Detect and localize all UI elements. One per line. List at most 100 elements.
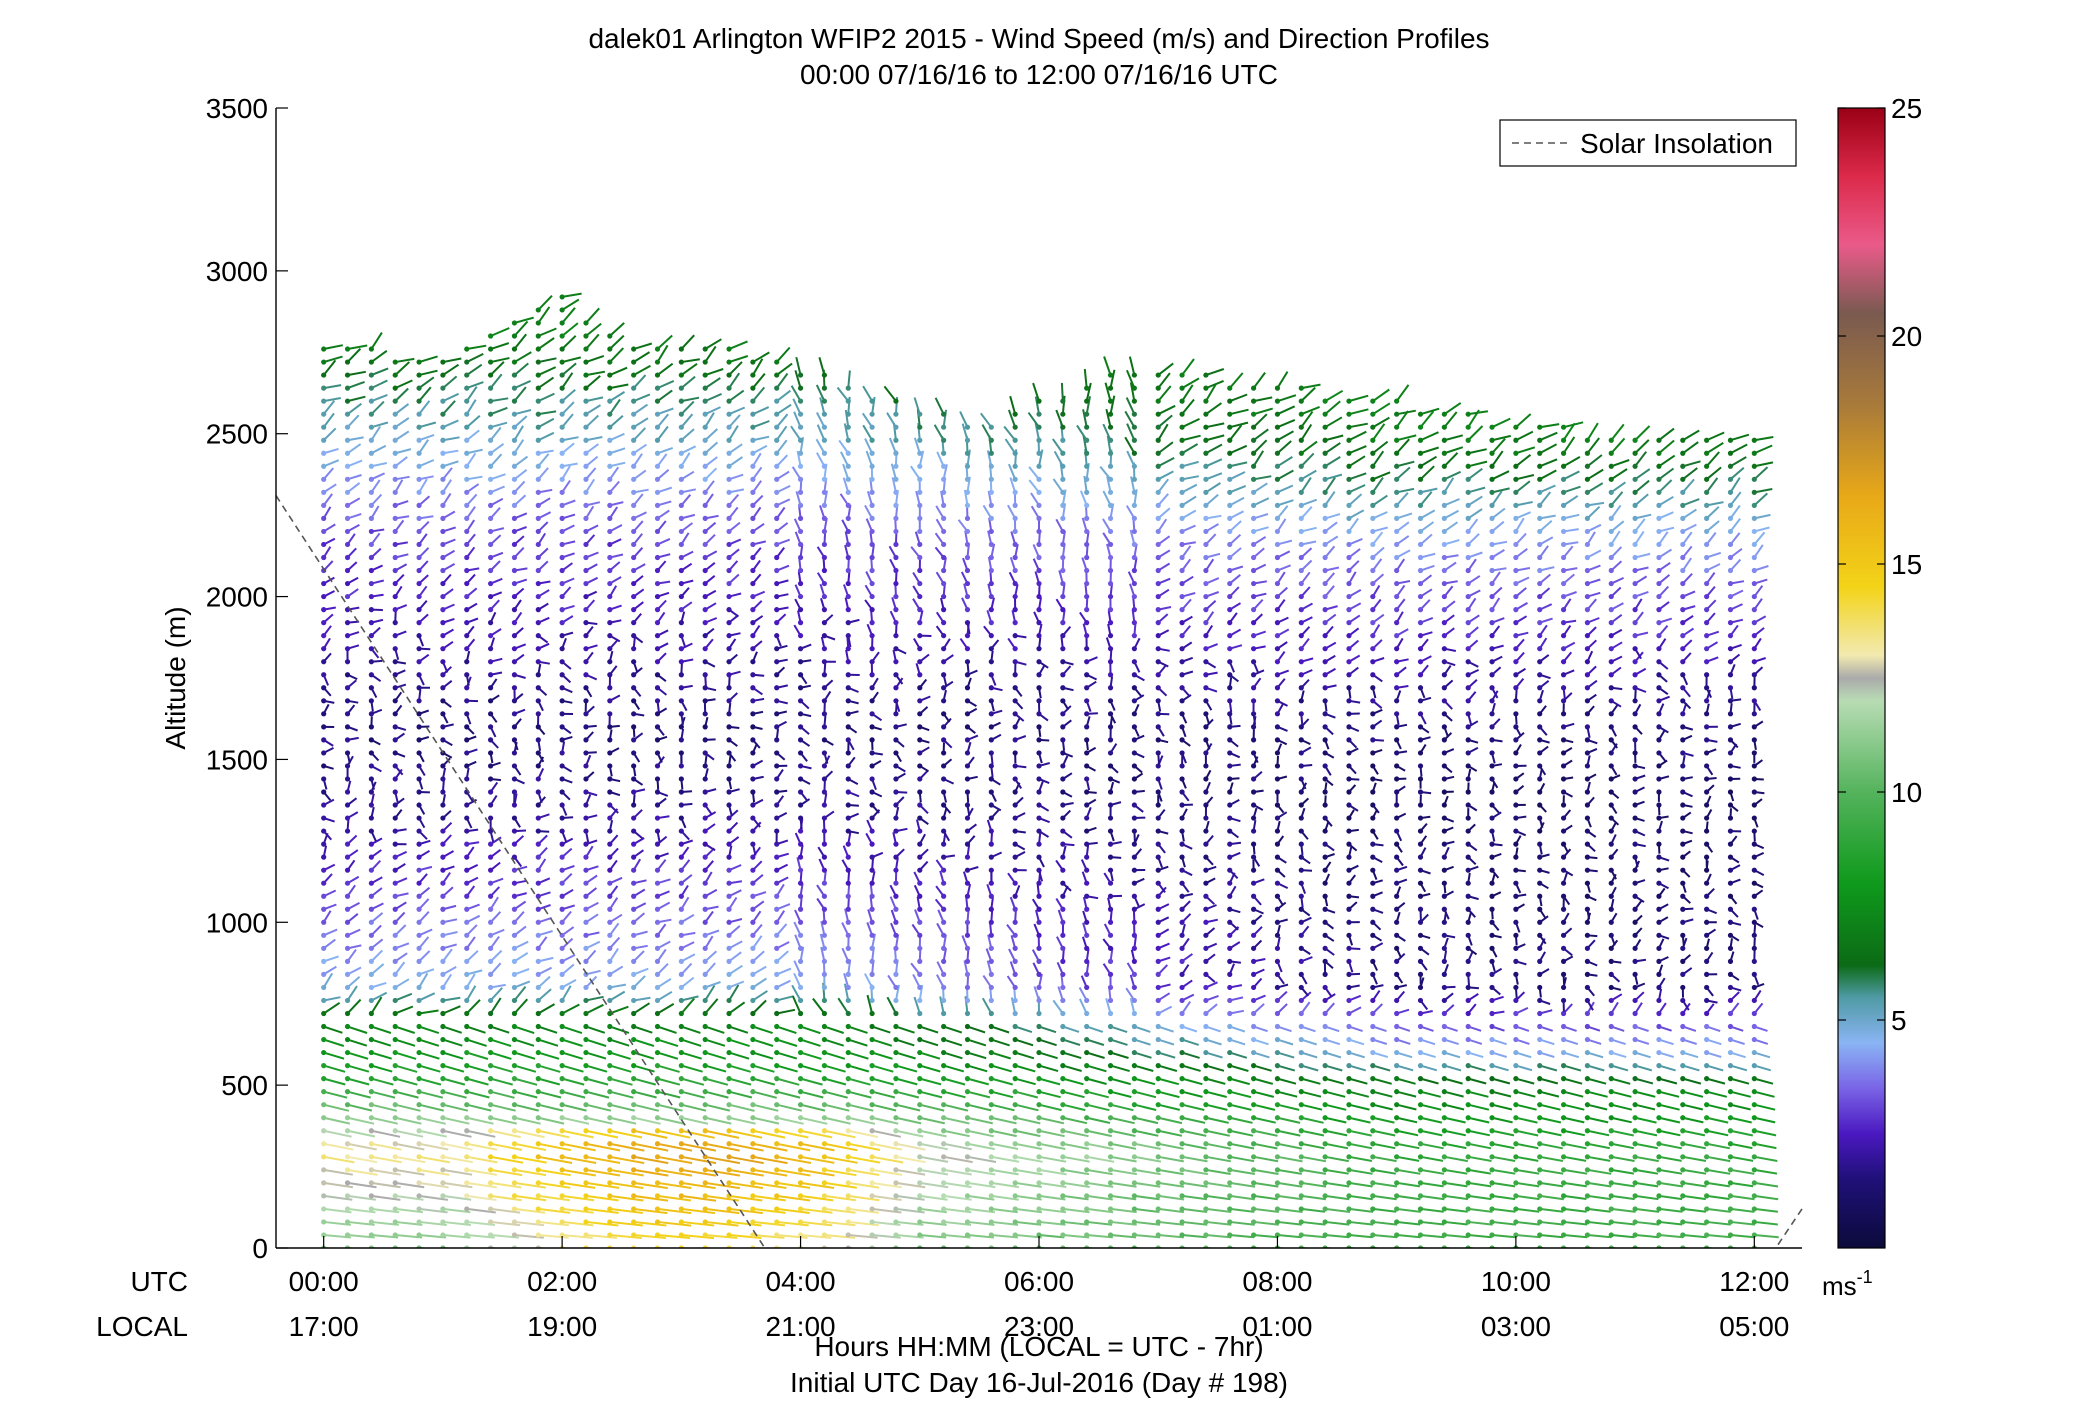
- wind-barb-point: [869, 1036, 875, 1043]
- wind-barb-point: [941, 1141, 947, 1147]
- wind-barb-point: [988, 828, 994, 834]
- wind-barb-point: [869, 880, 875, 886]
- wind-barb-stick: [371, 1090, 396, 1099]
- wind-barb-stick: [561, 1103, 587, 1112]
- wind-barb-point: [726, 672, 732, 678]
- wind-barb-point: [1131, 971, 1137, 978]
- wind-barb-point: [750, 711, 756, 717]
- wind-barb-stick: [466, 1077, 489, 1086]
- wind-barb-stick: [776, 1155, 812, 1164]
- wind-barb-stick: [346, 998, 362, 1015]
- wind-barb-point: [726, 867, 732, 873]
- wind-barb-point: [1179, 906, 1185, 912]
- wind-barb-point: [511, 672, 518, 678]
- wind-barb-stick: [633, 1155, 669, 1165]
- wind-barb-point: [726, 1167, 732, 1173]
- wind-barb-point: [607, 646, 613, 652]
- wind-barb-stick: [776, 1207, 810, 1214]
- wind-barb-point: [1107, 880, 1114, 886]
- wind-barb-stick: [824, 1064, 846, 1073]
- wind-barb-point: [511, 1063, 518, 1069]
- wind-barb-stick: [800, 1077, 823, 1086]
- wind-barb-stick: [1158, 1155, 1184, 1163]
- wind-barb-stick: [775, 372, 789, 389]
- wind-barb-point: [941, 1219, 947, 1225]
- wind-barb-stick: [1134, 1220, 1161, 1226]
- wind-barb-stick: [895, 1155, 926, 1164]
- wind-barb-point: [869, 1154, 875, 1160]
- wind-barb-stick: [490, 397, 509, 403]
- wind-barb-stick: [752, 999, 767, 1015]
- wind-barb-stick: [561, 335, 577, 350]
- wind-barb-stick: [1134, 1207, 1160, 1213]
- wind-barb-point: [1155, 1023, 1161, 1030]
- wind-barb-point: [631, 1049, 637, 1056]
- wind-barb-stick: [442, 1103, 469, 1112]
- wind-barb-point: [726, 1180, 732, 1186]
- wind-barb-point: [988, 1010, 994, 1017]
- wind-barb-point: [964, 711, 971, 717]
- wind-barb-stick: [1038, 1220, 1066, 1226]
- wind-barb-point: [392, 958, 398, 964]
- wind-barb-point: [392, 1219, 398, 1225]
- wind-barb-point: [440, 450, 446, 456]
- wind-barb-point: [535, 528, 541, 535]
- wind-barb-point: [964, 541, 971, 548]
- wind-barb-stick: [322, 412, 335, 428]
- wind-barb-stick: [895, 1038, 915, 1047]
- wind-barb-point: [321, 502, 327, 508]
- wind-barb-point: [917, 1063, 923, 1069]
- wind-barb-point: [917, 411, 923, 417]
- wind-barb-point: [1131, 1102, 1137, 1108]
- wind-barb-point: [869, 919, 875, 925]
- wind-barb-point: [1060, 750, 1066, 756]
- wind-barb-stick: [323, 1025, 343, 1034]
- wind-barb-stick: [1086, 1142, 1114, 1150]
- wind-barb-point: [821, 1010, 828, 1017]
- wind-barb-point: [631, 450, 637, 456]
- wind-barb-stick: [1062, 1194, 1089, 1201]
- wind-barb-point: [368, 919, 374, 925]
- wind-barb-point: [631, 1206, 637, 1212]
- wind-barb-point: [1084, 1063, 1090, 1069]
- wind-barb-point: [559, 424, 565, 430]
- wind-barb-point: [1155, 854, 1161, 860]
- wind-barb-stick: [537, 337, 555, 350]
- wind-barb-point: [654, 1089, 661, 1095]
- wind-barb-point: [535, 659, 541, 665]
- wind-barb-point: [416, 463, 422, 469]
- wind-barb-point: [774, 1102, 780, 1108]
- wind-barb-point: [1155, 958, 1161, 964]
- wind-barb-point: [726, 359, 732, 365]
- wind-barb-point: [1012, 867, 1018, 873]
- wind-barb-point: [750, 1115, 756, 1121]
- wind-barb-stick: [442, 363, 460, 376]
- wind-barb-point: [583, 372, 589, 378]
- wind-barb-stick: [1062, 1233, 1090, 1239]
- wind-barb-point: [821, 476, 828, 482]
- wind-barb-point: [1107, 1232, 1114, 1238]
- wind-barb-stick: [1003, 425, 1016, 441]
- wind-barb-stick: [394, 1077, 418, 1086]
- wind-barb-point: [964, 932, 971, 938]
- wind-barb-point: [416, 424, 422, 430]
- wind-barb-point: [1060, 1232, 1066, 1238]
- wind-barb-point: [464, 398, 470, 404]
- wind-barb-point: [1060, 971, 1066, 978]
- wind-barb-point: [487, 398, 494, 404]
- wind-barb-point: [964, 763, 971, 769]
- wind-barb-point: [964, 1154, 971, 1160]
- wind-barb-point: [893, 424, 899, 430]
- wind-barb-point: [678, 893, 684, 899]
- wind-barb-point: [821, 841, 828, 847]
- wind-barb-point: [344, 620, 351, 626]
- wind-barb-point: [1060, 607, 1066, 613]
- wind-barb-stick: [1134, 1051, 1152, 1059]
- wind-barb-point: [1179, 1154, 1185, 1160]
- wind-barb-point: [1036, 1141, 1042, 1147]
- wind-barb-stick: [943, 1103, 969, 1112]
- wind-barb-point: [607, 828, 613, 834]
- wind-barb-point: [1131, 646, 1137, 652]
- wind-barb-stick: [1134, 1181, 1161, 1188]
- wind-barb-stick: [728, 1207, 763, 1215]
